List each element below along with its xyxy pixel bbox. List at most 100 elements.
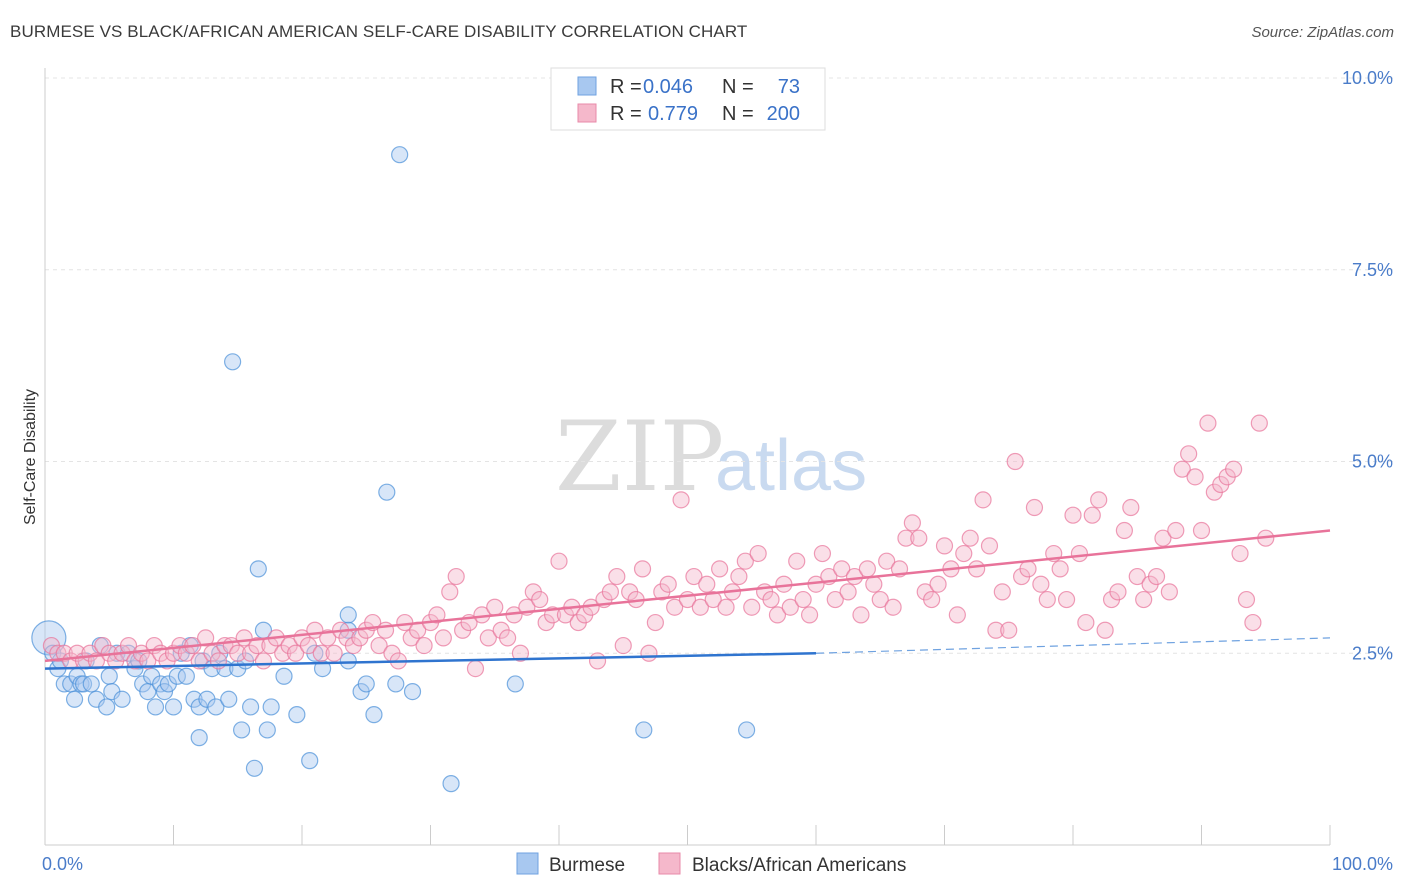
point-black [229, 644, 247, 662]
point-black [550, 552, 568, 570]
point-black [614, 636, 632, 655]
point-black [1154, 529, 1172, 547]
point-black [312, 644, 330, 662]
point-black [197, 629, 215, 647]
point-black [1083, 506, 1101, 524]
point-black [286, 644, 305, 662]
point-black [993, 583, 1011, 601]
point-black [325, 644, 343, 662]
point-burmese [262, 698, 280, 716]
point-black [711, 560, 729, 578]
trend-line-burmese [44, 652, 817, 670]
point-black [1070, 544, 1089, 563]
point-burmese [339, 606, 357, 624]
point-burmese [635, 721, 653, 739]
legend-n-label-2: N = [722, 103, 754, 125]
point-black [974, 491, 992, 509]
point-black [466, 659, 485, 678]
point-black [826, 590, 844, 609]
data-points [31, 146, 1275, 793]
point-black [1090, 491, 1108, 509]
legend-swatch-burmese [577, 76, 597, 96]
point-burmese [190, 729, 208, 747]
y-tick-label-1: 5.0% [1352, 452, 1393, 472]
point-black [1115, 521, 1134, 540]
watermark-zip: ZIP [555, 401, 724, 513]
point-burmese [98, 698, 116, 716]
point-black [768, 606, 787, 624]
legend-swatch-black [577, 103, 597, 123]
point-black [903, 514, 921, 532]
y-tick-label-0: 2.5% [1352, 643, 1393, 663]
point-black [511, 644, 530, 662]
point-black [370, 636, 388, 655]
y-axis-label: Self-Care Disability [22, 389, 39, 525]
point-burmese [82, 675, 100, 693]
point-black [49, 644, 67, 662]
trend-line-black [44, 529, 1331, 663]
point-black [968, 560, 986, 578]
point-burmese [403, 682, 422, 701]
point-black [633, 560, 652, 578]
point-black [1192, 521, 1211, 540]
point-black [1051, 560, 1069, 578]
bottom-legend-label-black: Blacks/African Americans [692, 855, 906, 876]
point-black [139, 652, 157, 670]
point-burmese [288, 706, 306, 724]
point-burmese [177, 667, 195, 685]
point-black [1019, 560, 1037, 578]
point-black [415, 636, 433, 655]
point-black [852, 606, 870, 624]
point-black [871, 590, 889, 609]
point-black [717, 598, 735, 616]
point-burmese [224, 353, 242, 371]
point-black [254, 652, 273, 670]
point-black [531, 590, 549, 609]
point-black [685, 567, 703, 586]
point-burmese [220, 690, 238, 708]
point-black [948, 606, 966, 624]
point-black [209, 652, 228, 670]
point-burmese [168, 667, 186, 685]
point-black [691, 598, 709, 616]
point-black [1032, 575, 1050, 593]
bottom-legend-swatch-burmese [516, 852, 539, 875]
point-black [1225, 460, 1243, 478]
point-burmese [365, 706, 383, 724]
point-black [1000, 621, 1018, 639]
trend-lines [44, 529, 1331, 670]
point-black [588, 652, 607, 670]
point-black [910, 529, 928, 547]
legend-r-label-1: R = [610, 76, 642, 98]
legend-r-value-2: 0.779 [648, 103, 698, 125]
point-black [897, 529, 915, 547]
point-black [1128, 567, 1146, 586]
point-black [1006, 452, 1024, 471]
point-black [813, 544, 832, 563]
point-burmese [357, 675, 375, 693]
point-black [698, 575, 716, 593]
point-burmese [113, 690, 131, 708]
point-black [1173, 460, 1191, 478]
y-tick-label-3: 10.0% [1342, 68, 1393, 88]
point-burmese [258, 721, 276, 739]
series-legend: Burmese Blacks/African Americans [516, 852, 906, 876]
point-black [935, 537, 954, 555]
point-black [845, 567, 864, 586]
point-black [1038, 590, 1056, 609]
point-black [955, 544, 973, 563]
point-burmese [391, 146, 409, 164]
point-black [730, 567, 748, 586]
point-burmese [242, 698, 260, 716]
point-black [794, 590, 812, 609]
bottom-legend-swatch-black [658, 852, 681, 875]
point-black [659, 575, 677, 593]
point-black [248, 636, 266, 655]
chart-source: Source: ZipAtlas.com [1251, 24, 1394, 41]
point-burmese [442, 775, 460, 793]
point-black [800, 606, 819, 624]
point-black [1180, 445, 1198, 463]
point-burmese [55, 675, 73, 693]
point-black [1250, 414, 1268, 432]
point-black [601, 583, 620, 601]
